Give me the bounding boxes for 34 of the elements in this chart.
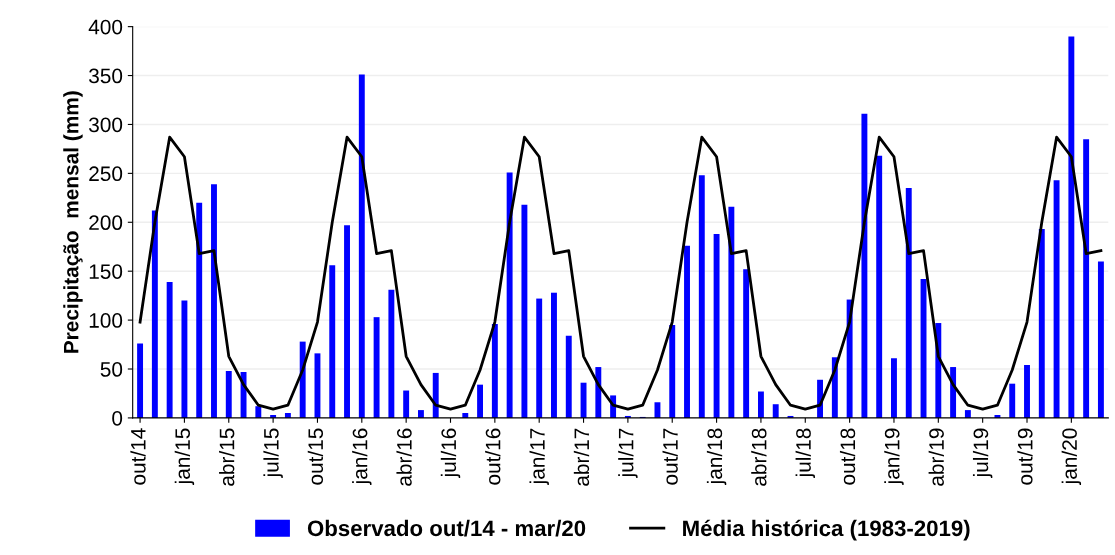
y-tick-label: 250 <box>89 166 123 182</box>
x-tick-label: abr/19 <box>928 428 944 486</box>
x-tick-label: jul/18 <box>795 428 815 478</box>
x-tick-label: out/19 <box>1017 428 1033 485</box>
y-tick-label: 300 <box>89 117 123 133</box>
x-tick-label: abr/18 <box>751 428 767 486</box>
legend-label: Observado out/14 - mar/20 <box>307 519 586 537</box>
x-tick-label: jan/20 <box>1061 428 1082 485</box>
x-tick-label: out/16 <box>485 428 501 485</box>
x-tick-label: out/14 <box>130 428 146 485</box>
x-tick-label: jan/15 <box>174 428 195 485</box>
y-tick-label: 100 <box>89 313 123 328</box>
x-tick-label: jul/15 <box>263 428 283 478</box>
x-tick-label: out/17 <box>662 428 678 485</box>
x-tick-label: out/18 <box>839 428 856 485</box>
x-tick-label: jan/18 <box>706 428 727 485</box>
x-tick-label: abr/16 <box>396 428 412 486</box>
y-axis-title: Precipitação mensal (mm) <box>63 91 83 353</box>
y-tick-label: 400 <box>88 19 123 35</box>
x-tick-label: jul/17 <box>618 428 638 478</box>
y-tick-label: 350 <box>89 68 123 84</box>
y-tick-label: 50 <box>100 362 123 377</box>
y-tick-label: 200 <box>89 215 123 231</box>
x-tick-label: jan/17 <box>529 428 549 485</box>
y-tick-label: 150 <box>89 264 123 279</box>
x-tick-label: jul/16 <box>440 428 461 478</box>
x-tick-label: out/15 <box>307 428 324 485</box>
x-tick-label: jan/19 <box>884 428 904 485</box>
x-tick-label: jul/19 <box>972 428 993 478</box>
x-tick-label: abr/17 <box>573 428 590 486</box>
x-tick-label: jan/16 <box>352 428 372 485</box>
x-tick-label: abr/15 <box>219 428 235 486</box>
legend-label: Média histórica (1983-2019) <box>683 519 970 541</box>
y-tick-label: 0 <box>112 410 123 426</box>
